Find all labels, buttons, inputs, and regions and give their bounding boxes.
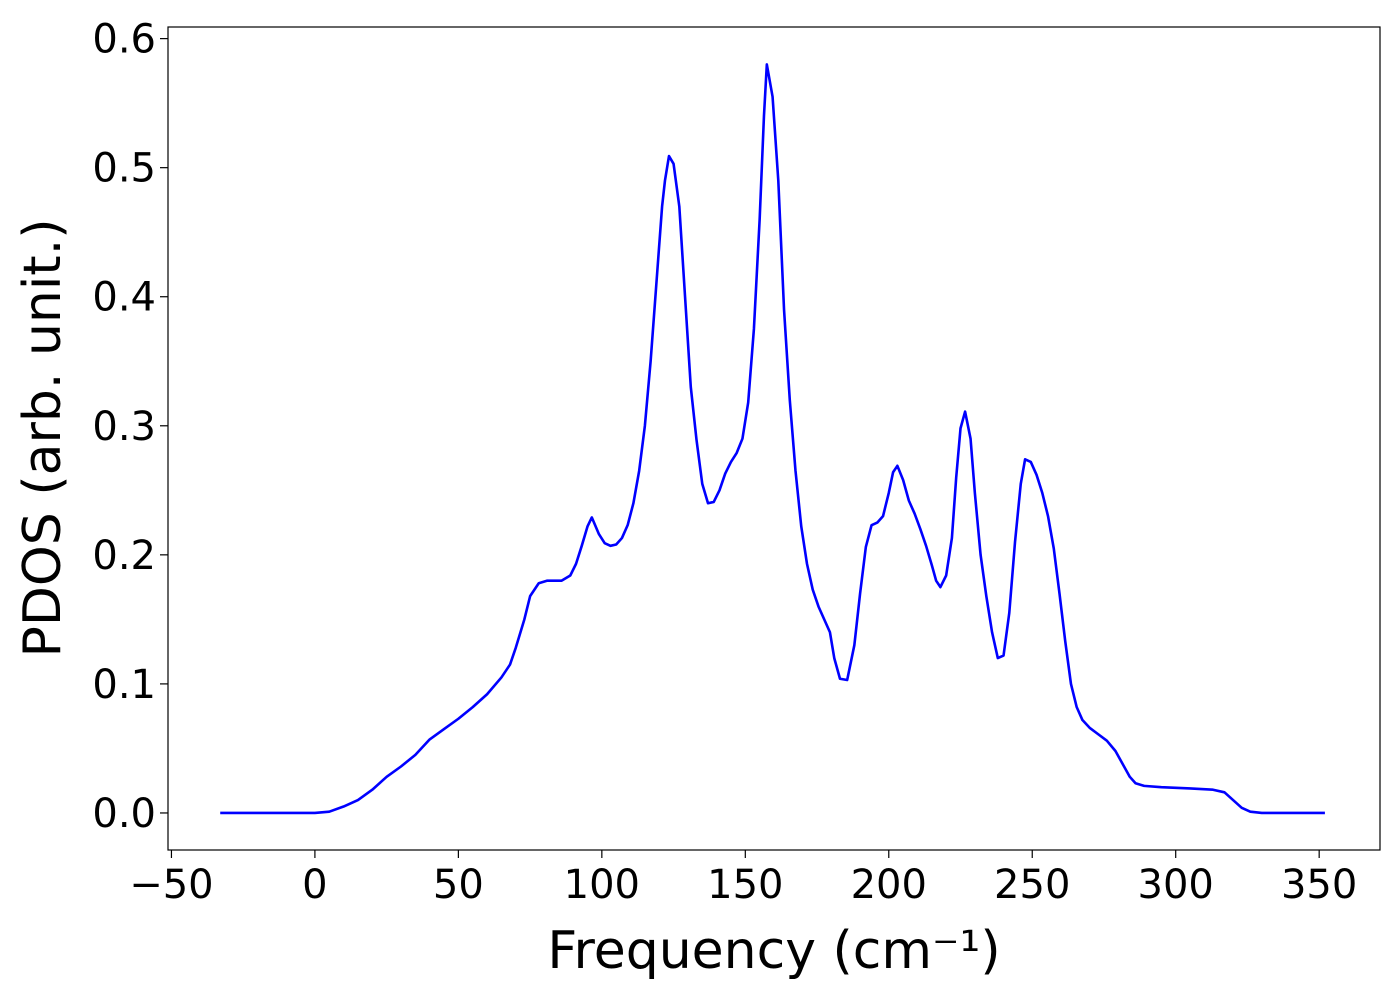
- x-tick-label: 350: [1281, 862, 1357, 908]
- y-axis-label: PDOS (arb. unit.): [13, 218, 73, 657]
- x-tick-label: 150: [707, 862, 783, 908]
- x-axis-label: Frequency (cm⁻¹): [547, 921, 1000, 981]
- x-tick-label: 200: [851, 862, 927, 908]
- y-tick-label: 0.2: [92, 533, 156, 579]
- y-tick-label: 0.6: [92, 17, 156, 63]
- x-tick-label: 50: [433, 862, 484, 908]
- plot-frame: [167, 26, 1381, 851]
- x-tick-label: 250: [994, 862, 1070, 908]
- y-tick-label: 0.0: [92, 791, 156, 837]
- y-tick-label: 0.1: [92, 662, 156, 708]
- data-line: [220, 63, 1325, 815]
- y-tick-label: 0.3: [92, 404, 156, 450]
- x-tick-label: 100: [564, 862, 640, 908]
- x-tick-label: 0: [302, 862, 327, 908]
- x-tick-label: 300: [1138, 862, 1214, 908]
- y-tick-label: 0.5: [92, 146, 156, 192]
- x-tick-label: −50: [129, 862, 213, 908]
- y-tick-label: 0.4: [92, 275, 156, 321]
